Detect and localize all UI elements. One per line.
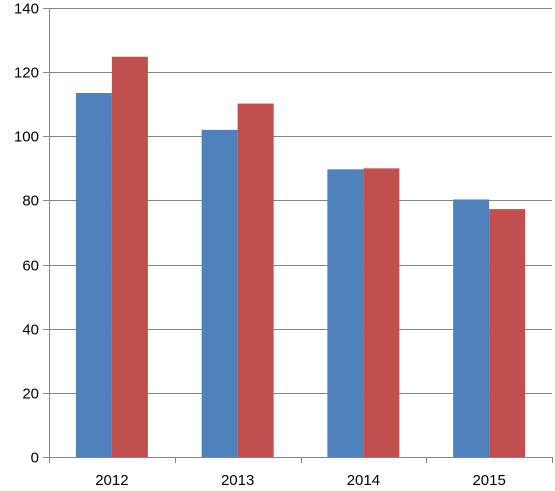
bar-series-1 [453, 199, 490, 457]
x-tick-labels: 2012 2013 2014 2015 [95, 472, 506, 489]
bar-series-1 [75, 92, 112, 457]
bar-series-1 [327, 169, 364, 458]
x-tick-label: 2013 [221, 472, 254, 489]
bar-series-1 [201, 129, 238, 457]
y-tick-label: 120 [14, 65, 39, 82]
bar-series-2 [111, 56, 148, 458]
y-tick-label: 60 [22, 258, 39, 275]
y-tick-label: 0 [31, 450, 39, 467]
y-tick-labels: 0 20 40 60 80 100 120 140 [14, 1, 39, 467]
axes [43, 8, 553, 463]
y-tick-label: 140 [14, 1, 39, 18]
x-tick-label: 2015 [472, 472, 505, 489]
bar-series-2 [489, 209, 526, 457]
bars [75, 56, 526, 458]
y-tick-label: 40 [22, 322, 39, 339]
bar-series-2 [237, 103, 274, 457]
x-tick-label: 2012 [95, 472, 128, 489]
y-tick-label: 80 [22, 193, 39, 210]
x-tick-label: 2014 [347, 472, 380, 489]
bar-series-2 [363, 168, 400, 457]
y-tick-label: 100 [14, 129, 39, 146]
y-tick-label: 20 [22, 386, 39, 403]
